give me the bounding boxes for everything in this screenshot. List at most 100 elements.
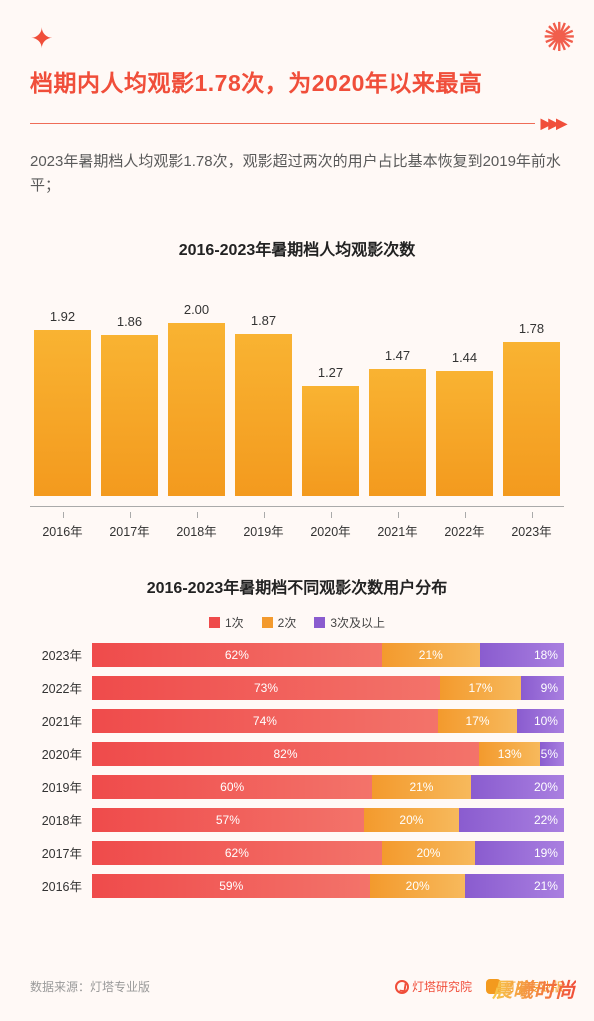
stacked-bar: 73%17%9% (92, 676, 564, 700)
stacked-bar: 82%13%5% (92, 742, 564, 766)
stacked-segment: 57% (92, 808, 364, 832)
stacked-segment: 20% (471, 775, 564, 799)
bar-axis-label: 2018年 (168, 513, 225, 540)
stacked-bar: 60%21%20% (92, 775, 564, 799)
stacked-year-label: 2021年 (30, 711, 82, 730)
bar-axis-label: 2021年 (369, 513, 426, 540)
stacked-segment: 74% (92, 709, 438, 733)
stacked-row: 2020年 82%13%5% (30, 742, 564, 766)
stacked-year-label: 2017年 (30, 843, 82, 862)
logo-research-label: 灯塔研究院 (412, 978, 472, 995)
stacked-row: 2022年 73%17%9% (30, 676, 564, 700)
stacked-row: 2019年 60%21%20% (30, 775, 564, 799)
stacked-segment: 13% (479, 742, 540, 766)
stacked-row: 2016年 59%20%21% (30, 874, 564, 898)
bar-axis-label: 2020年 (302, 513, 359, 540)
divider: ▶▶▶ (30, 115, 564, 132)
legend-label: 1次 (225, 614, 244, 631)
stacked-row: 2018年 57%20%22% (30, 808, 564, 832)
firework-icon: ✺ (542, 18, 576, 58)
bar-value-label: 1.78 (519, 321, 544, 336)
legend-swatch (262, 617, 273, 628)
bar-value-label: 1.27 (318, 365, 343, 380)
stacked-segment: 20% (364, 808, 459, 832)
stacked-bar: 57%20%22% (92, 808, 564, 832)
bar-rect (302, 386, 359, 496)
legend-item: 1次 (209, 614, 244, 631)
bar-chart-section: 2016-2023年暑期档人均观影次数 1.921.862.001.871.27… (30, 228, 564, 540)
stacked-segment: 17% (438, 709, 517, 733)
bar-column: 1.86 (101, 314, 158, 496)
bar-value-label: 1.44 (452, 350, 477, 365)
stacked-segment: 59% (92, 874, 370, 898)
stacked-segment: 62% (92, 841, 382, 865)
stacked-year-label: 2020年 (30, 744, 82, 763)
stacked-segment: 17% (440, 676, 521, 700)
lighthouse-pro-icon (486, 979, 501, 994)
legend-item: 2次 (262, 614, 297, 631)
bar-rect (503, 342, 560, 496)
bar-column: 1.92 (34, 309, 91, 496)
bar-rect (101, 335, 158, 496)
bar-column: 1.87 (235, 313, 292, 496)
legend-item: 3次及以上 (314, 614, 385, 631)
stacked-segment: 20% (370, 874, 464, 898)
stacked-year-label: 2016年 (30, 876, 82, 895)
bar-axis-label: 2019年 (235, 513, 292, 540)
stacked-year-label: 2023年 (30, 645, 82, 664)
stacked-segment: 21% (465, 874, 564, 898)
bar-rect (436, 371, 493, 495)
stacked-segment: 19% (475, 841, 564, 865)
stacked-chart-section: 2016-2023年暑期档不同观影次数用户分布 1次 2次 3次及以上 2023年 6… (30, 566, 564, 898)
stacked-segment: 60% (92, 775, 372, 799)
bar-column: 1.44 (436, 350, 493, 495)
stacked-bar: 62%20%19% (92, 841, 564, 865)
stacked-segment: 18% (480, 643, 564, 667)
bar-value-label: 1.92 (50, 309, 75, 324)
stacked-bar: 59%20%21% (92, 874, 564, 898)
stacked-segment: 9% (521, 676, 564, 700)
bar-rect (34, 330, 91, 496)
footer: 数据来源：灯塔专业版 灯塔研究院 灯塔专业版 (30, 978, 564, 995)
stacked-bar: 74%17%10% (92, 709, 564, 733)
stacked-segment: 5% (540, 742, 564, 766)
bar-column: 1.47 (369, 348, 426, 496)
lighthouse-icon (395, 980, 409, 994)
bar-rect (369, 369, 426, 496)
bar-value-label: 2.00 (184, 302, 209, 317)
stacked-row: 2023年 62%21%18% (30, 643, 564, 667)
stacked-segment: 20% (382, 841, 475, 865)
logo-pro-label: 灯塔专业版 (504, 978, 564, 995)
bar-value-label: 1.86 (117, 314, 142, 329)
bar-axis-label: 2017年 (101, 513, 158, 540)
stacked-bar: 62%21%18% (92, 643, 564, 667)
legend-swatch (314, 617, 325, 628)
bar-axis-label: 2023年 (503, 513, 560, 540)
legend-label: 3次及以上 (330, 614, 385, 631)
stacked-segment: 73% (92, 676, 440, 700)
bar-axis-label: 2022年 (436, 513, 493, 540)
bar-rect (235, 334, 292, 496)
stacked-segment: 10% (517, 709, 564, 733)
legend-label: 2次 (278, 614, 297, 631)
bar-column: 1.78 (503, 321, 560, 496)
stacked-segment: 82% (92, 742, 479, 766)
stacked-segment: 21% (382, 643, 480, 667)
stacked-year-label: 2019年 (30, 777, 82, 796)
bar-value-label: 1.47 (385, 348, 410, 363)
bar-rect (168, 323, 225, 496)
stacked-year-label: 2022年 (30, 678, 82, 697)
stacked-segment: 22% (459, 808, 564, 832)
stacked-chart-title: 2016-2023年暑期档不同观影次数用户分布 (30, 574, 564, 598)
bar-column: 1.27 (302, 365, 359, 496)
legend-swatch (209, 617, 220, 628)
stacked-segment: 21% (372, 775, 470, 799)
description: 2023年暑期档人均观影1.78次，观影超过两次的用户占比基本恢复到2019年前… (30, 150, 564, 198)
stacked-year-label: 2018年 (30, 810, 82, 829)
stacked-row: 2021年 74%17%10% (30, 709, 564, 733)
stacked-segment: 62% (92, 643, 382, 667)
arrow-icon: ▶▶▶ (541, 115, 564, 132)
star-icon: ✦ (30, 22, 53, 55)
stacked-row: 2017年 62%20%19% (30, 841, 564, 865)
data-source: 数据来源：灯塔专业版 (30, 978, 150, 995)
